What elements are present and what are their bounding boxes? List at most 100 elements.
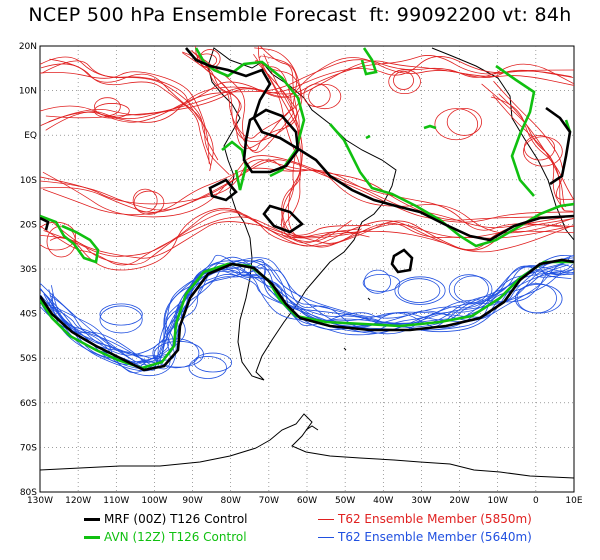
lat-tick-label: 10S: [20, 176, 37, 186]
red-member-eddy: [132, 188, 158, 213]
lon-tick-label: 110W: [103, 496, 129, 506]
legend-label-avn: AVN (12Z) T126 Control: [104, 530, 247, 544]
red-member-eddy: [388, 69, 421, 95]
lon-tick-label: 30W: [411, 496, 431, 506]
red-member-eddy: [46, 225, 76, 258]
legend-blue-ensemble: T62 Ensemble Member (5640m): [318, 530, 532, 544]
red-member-contour: [40, 159, 574, 223]
lat-tick-label: 20S: [20, 220, 37, 230]
legend-avn: AVN (12Z) T126 Control: [84, 530, 247, 544]
red-member-eddy: [523, 136, 563, 167]
red-member-contour: [42, 155, 564, 231]
mrf-control-contour: [40, 47, 574, 372]
legend-red-ensemble: T62 Ensemble Member (5850m): [318, 512, 532, 526]
lon-tick-label: 120W: [65, 496, 91, 506]
blue-member-eddy: [193, 352, 233, 373]
lon-tick-label: 40W: [373, 496, 393, 506]
blue-member-eddy: [516, 283, 557, 314]
blue-member-contour: [49, 260, 574, 364]
red-member-contour: [40, 216, 574, 266]
red-member-contour: [49, 58, 212, 166]
lat-tick-label: 60S: [20, 399, 37, 409]
red-member-contour: [190, 46, 292, 139]
lon-tick-label: 70W: [259, 496, 279, 506]
blue-member-eddy: [453, 275, 493, 304]
coastlines: [40, 47, 574, 479]
blue-member-eddy: [394, 276, 446, 305]
lon-tick-label: 80W: [221, 496, 241, 506]
blue-member-eddy: [397, 278, 441, 303]
legend-label-mrf: MRF (00Z) T126 Control: [104, 512, 248, 526]
blue-member-contour: [52, 257, 574, 369]
blue-member-eddy: [188, 356, 227, 379]
red-member-eddy: [93, 103, 130, 119]
red-member-eddy: [308, 83, 342, 110]
blue-member-eddy: [99, 303, 143, 326]
red-ensemble-contours: [40, 46, 574, 271]
blue-member-eddy: [514, 283, 563, 314]
red-member-contour: [50, 220, 573, 259]
blue-member-contour: [46, 266, 572, 363]
red-member-eddy: [523, 135, 556, 161]
lat-tick-label: 20N: [19, 42, 37, 52]
lat-tick-label: 30S: [20, 265, 37, 275]
red-member-contour: [493, 80, 574, 200]
lat-tick-label: EQ: [24, 131, 37, 141]
blue-member-contour: [49, 265, 567, 356]
lon-tick-label: 0: [533, 496, 539, 506]
legend-mrf: MRF (00Z) T126 Control: [84, 512, 248, 526]
red-member-contour: [259, 60, 352, 243]
red-member-contour: [192, 51, 297, 153]
red-member-contour: [48, 56, 574, 123]
blue-member-eddy: [99, 305, 143, 334]
lat-tick-label: 10N: [19, 87, 37, 97]
red-member-contour: [253, 54, 359, 238]
legend-label-blue: T62 Ensemble Member (5640m): [338, 530, 532, 544]
legend-swatch-avn: [84, 536, 100, 539]
red-member-contour: [195, 46, 303, 143]
legend-swatch-blue: [318, 537, 334, 538]
red-member-contour: [40, 159, 574, 229]
blue-ensemble-contours: [40, 254, 574, 379]
red-member-contour: [45, 57, 574, 131]
red-member-contour: [40, 59, 574, 123]
lat-tick-label: 40S: [20, 310, 37, 320]
blue-member-contour: [40, 254, 574, 370]
lon-tick-label: 90W: [182, 496, 202, 506]
red-member-contour: [254, 60, 370, 244]
legend-swatch-mrf: [84, 518, 100, 521]
red-member-contour: [42, 167, 574, 234]
legend-swatch-red: [318, 519, 334, 520]
red-member-eddy: [133, 190, 165, 215]
lat-tick-label: 80S: [20, 488, 37, 498]
red-member-eddy: [303, 83, 331, 108]
red-member-contour: [40, 55, 572, 126]
blue-member-eddy: [362, 273, 401, 292]
red-member-contour: [40, 159, 572, 221]
blue-member-eddy: [448, 274, 489, 304]
red-member-contour: [264, 70, 362, 244]
red-member-eddy: [434, 108, 479, 141]
legend-label-red: T62 Ensemble Member (5850m): [338, 512, 532, 526]
red-member-contour: [43, 209, 565, 257]
red-member-contour: [490, 96, 574, 201]
lon-tick-label: 10E: [565, 496, 582, 506]
blue-member-contour: [40, 259, 574, 370]
red-member-contour: [41, 60, 214, 172]
blue-member-eddy: [363, 269, 392, 294]
red-member-contour: [40, 56, 219, 161]
red-member-contour: [49, 207, 574, 271]
lat-tick-label: 70S: [20, 443, 37, 453]
red-member-contour: [182, 46, 298, 152]
red-member-eddy: [393, 70, 414, 90]
map-title: NCEP 500 hPa Ensemble Forecast ft: 99092…: [28, 4, 572, 26]
lon-tick-label: 60W: [297, 496, 317, 506]
lon-tick-label: 130W: [27, 496, 53, 506]
red-member-eddy: [446, 108, 482, 136]
lon-tick-label: 50W: [335, 496, 355, 506]
red-member-eddy: [94, 97, 121, 117]
lon-tick-label: 20W: [449, 496, 469, 506]
red-member-contour: [481, 83, 568, 207]
lon-tick-label: 100W: [141, 496, 167, 506]
